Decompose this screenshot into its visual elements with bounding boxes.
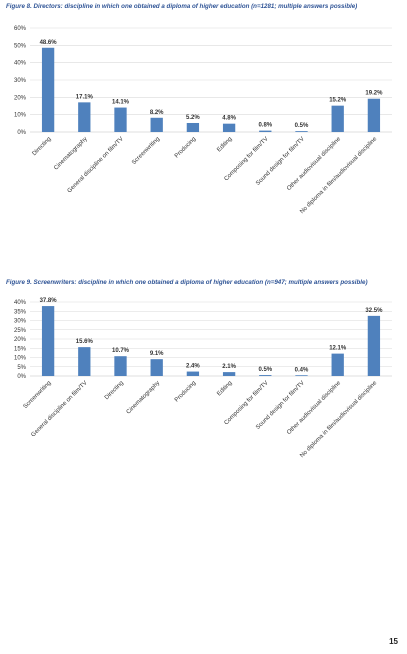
fig9-bar: [78, 347, 91, 376]
fig8-data-label: 0.5%: [295, 123, 309, 129]
fig8-data-label: 15.2%: [329, 98, 347, 104]
figure-8-bar-chart: 0% 10% 20% 30% 40% 50% 60% 48.6% Directing 17.1% C…: [14, 26, 392, 215]
fig9-data-label: 12.1%: [329, 346, 347, 352]
fig9-data-label: 37.8%: [40, 298, 58, 304]
fig8-y-tick-label: 20%: [14, 95, 27, 101]
fig8-bar: [78, 102, 91, 132]
fig9-y-tick-label: 30%: [14, 319, 27, 325]
figure-9-caption: Figure 9. Screenwriters: discipline in w…: [6, 279, 368, 286]
fig9-bar: [41, 306, 55, 376]
fig9-data-label: 0.5%: [258, 367, 272, 373]
fig9-data-label: 32.5%: [365, 308, 383, 314]
figure-9-bar-chart: 0% 5% 10% 15% 20% 25% 30% 35% 40% 37.8% Screenwrit…: [14, 298, 392, 459]
fig9-y-tick-label: 20%: [14, 337, 27, 343]
fig8-category-label: No diploma in film/audiovisual disciplin…: [299, 136, 378, 215]
fig9-bar: [222, 372, 236, 376]
fig9-bar: [331, 353, 344, 376]
fig9-category-label: Editing: [216, 380, 233, 397]
fig8-bar: [259, 130, 272, 132]
fig8-y-tick-label: 0%: [17, 130, 26, 136]
fig9-data-label: 0.4%: [295, 367, 309, 373]
fig9-data-label: 9.1%: [150, 351, 164, 357]
fig8-y-tick-label: 50%: [14, 43, 27, 49]
fig9-y-tick-label: 15%: [14, 346, 27, 352]
fig8-data-label: 5.2%: [186, 115, 200, 121]
fig8-data-label: 4.8%: [222, 116, 236, 122]
fig9-category-label: Producing: [174, 380, 197, 403]
fig9-bar: [295, 375, 308, 376]
fig8-category-label: Screenwriting: [131, 136, 161, 166]
fig8-category-label: Editing: [216, 136, 233, 153]
fig9-bar: [186, 371, 200, 376]
fig8-data-label: 8.2%: [150, 110, 164, 116]
fig9-y-tick-label: 25%: [14, 328, 27, 334]
fig8-category-label: Cinematography: [53, 136, 88, 171]
fig9-bar: [114, 356, 127, 376]
fig8-bar: [295, 131, 308, 132]
fig9-data-label: 2.4%: [186, 364, 200, 370]
fig8-y-tick-label: 30%: [14, 78, 27, 84]
fig8-y-tick-label: 10%: [14, 113, 27, 119]
fig9-category-label: Directing: [104, 380, 125, 401]
fig8-y-tick-label: 60%: [14, 26, 27, 32]
fig9-bar: [367, 315, 381, 376]
fig8-data-label: 14.1%: [112, 100, 130, 106]
figure-8-caption: Figure 8. Directors: discipline in which…: [6, 3, 358, 10]
fig8-data-label: 0.8%: [258, 123, 272, 129]
fig8-category-label: Directing: [32, 136, 53, 157]
fig8-data-label: 17.1%: [76, 94, 94, 100]
fig9-y-tick-label: 35%: [14, 309, 27, 315]
fig8-data-label: 48.6%: [40, 40, 58, 46]
fig8-y-tick-label: 40%: [14, 61, 27, 67]
fig9-y-tick-label: 0%: [17, 374, 26, 380]
fig8-bar: [114, 107, 127, 132]
fig9-category-label: No diploma in film/audiovisual disciplin…: [299, 380, 378, 459]
fig8-data-label: 19.2%: [365, 91, 383, 97]
fig8-bar: [186, 122, 200, 132]
page-number: 15: [389, 637, 398, 646]
fig9-bar: [259, 375, 272, 376]
fig8-bar: [331, 105, 344, 132]
fig9-data-label: 2.1%: [222, 364, 236, 370]
fig9-bar: [150, 359, 163, 376]
fig8-bar: [41, 47, 55, 132]
fig9-category-label: Cinematography: [126, 380, 161, 415]
fig8-category-label: Producing: [174, 136, 197, 159]
fig9-y-tick-label: 5%: [17, 365, 26, 371]
fig9-y-tick-label: 10%: [14, 356, 27, 362]
fig9-category-label: Screenwriting: [23, 380, 53, 410]
fig9-y-tick-label: 40%: [14, 300, 27, 306]
fig9-data-label: 15.6%: [76, 339, 94, 345]
fig8-bar: [367, 98, 381, 132]
fig8-bar: [150, 117, 163, 132]
fig9-data-label: 10.7%: [112, 348, 130, 354]
fig8-bar: [222, 123, 236, 132]
